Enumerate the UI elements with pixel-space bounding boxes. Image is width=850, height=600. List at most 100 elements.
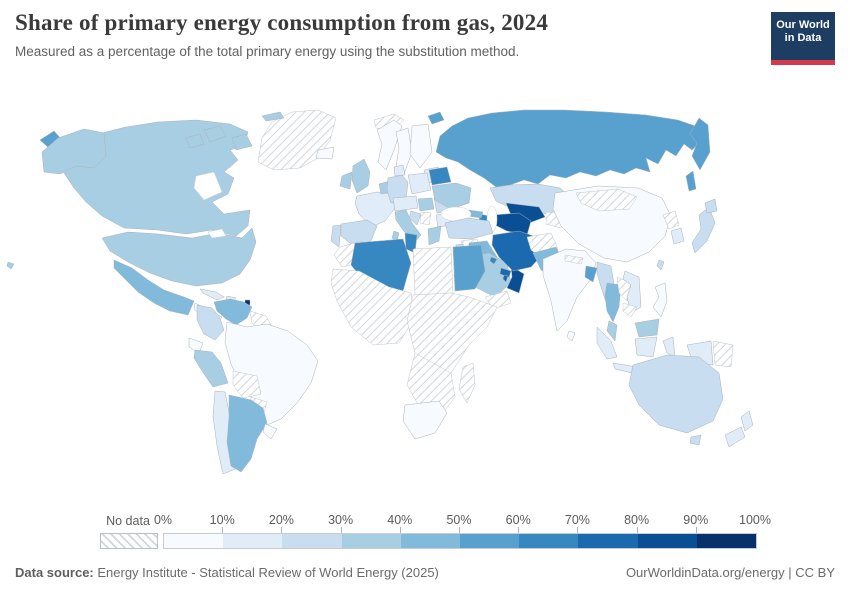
country-kuwait[interactable] (489, 256, 498, 265)
legend-color-segment[interactable] (341, 534, 401, 548)
country-qatar[interactable] (502, 274, 509, 283)
country-cambodia[interactable] (622, 302, 638, 318)
legend-color-segment[interactable] (460, 534, 520, 548)
country-russia-kamchatka[interactable] (689, 117, 711, 171)
country-sri-lanka[interactable] (566, 330, 576, 342)
country-spain[interactable] (340, 219, 378, 248)
country-uae[interactable] (499, 267, 512, 278)
country-papua-new-guinea[interactable] (712, 340, 734, 368)
country-canada-island-2[interactable] (231, 133, 253, 151)
country-turkey[interactable] (444, 217, 494, 240)
country-bangladesh[interactable] (584, 265, 598, 283)
footer-source-text: Energy Institute - Statistical Review of… (93, 565, 439, 580)
country-czechia-austria[interactable] (392, 195, 419, 212)
country-mongolia[interactable] (575, 188, 638, 212)
country-uruguay[interactable] (262, 423, 278, 440)
country-argentina[interactable] (226, 394, 268, 473)
country-venezuela[interactable] (213, 298, 253, 326)
country-mexico[interactable] (113, 259, 195, 316)
footer-source-label: Data source: (15, 565, 94, 580)
country-canada-island-3[interactable] (185, 133, 205, 149)
country-malaysia-borneo[interactable] (634, 318, 660, 338)
country-belarus[interactable] (428, 166, 452, 186)
footer-source: Data source: Energy Institute - Statisti… (15, 565, 439, 580)
country-usa-hawaii[interactable] (6, 261, 15, 270)
legend-color-segment[interactable] (696, 534, 757, 548)
country-russia-novaya-zemlya[interactable] (427, 111, 445, 125)
legend-tick-label: 100% (739, 513, 771, 527)
legend-no-data-swatch[interactable] (100, 533, 158, 549)
country-ireland[interactable] (339, 171, 353, 190)
country-china[interactable] (552, 185, 672, 263)
country-bolivia[interactable] (232, 370, 262, 399)
legend-color-segment[interactable] (164, 534, 224, 548)
country-united-kingdom[interactable] (351, 158, 371, 194)
country-usa[interactable] (101, 227, 257, 287)
country-indonesia-sumatra[interactable] (596, 326, 618, 360)
country-russia[interactable] (435, 109, 703, 188)
country-japan[interactable] (691, 206, 716, 254)
owid-logo[interactable]: Our World in Data (771, 12, 835, 65)
legend-color-segment[interactable] (519, 534, 579, 548)
country-indonesia-borneo[interactable] (634, 336, 658, 358)
country-denmark[interactable] (393, 164, 406, 177)
footer-license[interactable]: OurWorldinData.org/energy | CC BY (625, 565, 835, 580)
country-north-korea[interactable] (662, 210, 680, 230)
country-canada-island-1[interactable] (203, 125, 227, 143)
country-japan-hokkaido[interactable] (704, 198, 718, 214)
country-canada-arctic-strip[interactable] (261, 111, 285, 122)
country-nepal[interactable] (564, 254, 584, 265)
country-poland[interactable] (407, 172, 432, 195)
country-norway[interactable] (376, 119, 403, 171)
region-west-africa[interactable] (330, 268, 416, 346)
country-egypt[interactable] (452, 244, 486, 292)
legend-tick-label: 0% (153, 513, 173, 527)
country-madagascar[interactable] (458, 362, 476, 404)
country-new-zealand-south[interactable] (724, 426, 746, 448)
country-philippines[interactable] (652, 282, 668, 318)
legend-tick-label: 60% (505, 513, 531, 527)
country-australia-tasmania[interactable] (689, 434, 702, 446)
region-central-east-africa[interactable] (406, 292, 498, 382)
country-taiwan[interactable] (656, 259, 665, 271)
legend-tick-mark (281, 527, 283, 534)
country-indonesia-sulawesi[interactable] (662, 336, 676, 358)
legend-color-segment[interactable] (400, 534, 461, 548)
country-oman[interactable] (506, 265, 525, 294)
country-finland[interactable] (409, 123, 433, 169)
country-south-africa[interactable] (402, 400, 448, 440)
country-south-korea[interactable] (670, 227, 685, 245)
legend-color-segment[interactable] (282, 534, 342, 548)
legend-tick-label: 40% (387, 513, 413, 527)
legend-tick-mark (695, 527, 697, 534)
country-usa-alaska[interactable] (41, 128, 107, 175)
legend-tick-label: 30% (328, 513, 354, 527)
country-russia-sakhalin[interactable] (685, 170, 697, 192)
country-portugal[interactable] (330, 224, 342, 248)
country-cuba[interactable] (199, 288, 225, 301)
chart-title: Share of primary energy consumption from… (15, 10, 549, 35)
country-india[interactable] (542, 248, 597, 332)
country-canada[interactable] (61, 119, 251, 237)
legend-color-segment[interactable] (578, 534, 638, 548)
chart-footer: Data source: Energy Institute - Statisti… (15, 565, 835, 580)
country-croatia-bosnia[interactable] (408, 210, 422, 226)
country-australia[interactable] (628, 354, 724, 434)
legend-tick-label: 90% (683, 513, 709, 527)
country-peru[interactable] (193, 349, 229, 388)
country-serbia[interactable] (419, 211, 432, 226)
great-lakes (207, 228, 227, 239)
country-iceland[interactable] (315, 146, 335, 160)
country-colombia[interactable] (196, 304, 225, 341)
country-ukraine[interactable] (431, 182, 472, 210)
legend-color-segment[interactable] (223, 534, 283, 548)
legend-color-segment[interactable] (637, 534, 697, 548)
country-malaysia-peninsula[interactable] (606, 320, 618, 342)
country-uzbekistan[interactable] (505, 202, 546, 224)
country-new-zealand-north[interactable] (740, 410, 754, 432)
country-hungary[interactable] (417, 197, 435, 212)
country-libya[interactable] (412, 246, 454, 296)
country-greece[interactable] (427, 225, 442, 246)
legend-tick-mark (340, 527, 342, 534)
owid-logo-line2: in Data (784, 32, 822, 44)
